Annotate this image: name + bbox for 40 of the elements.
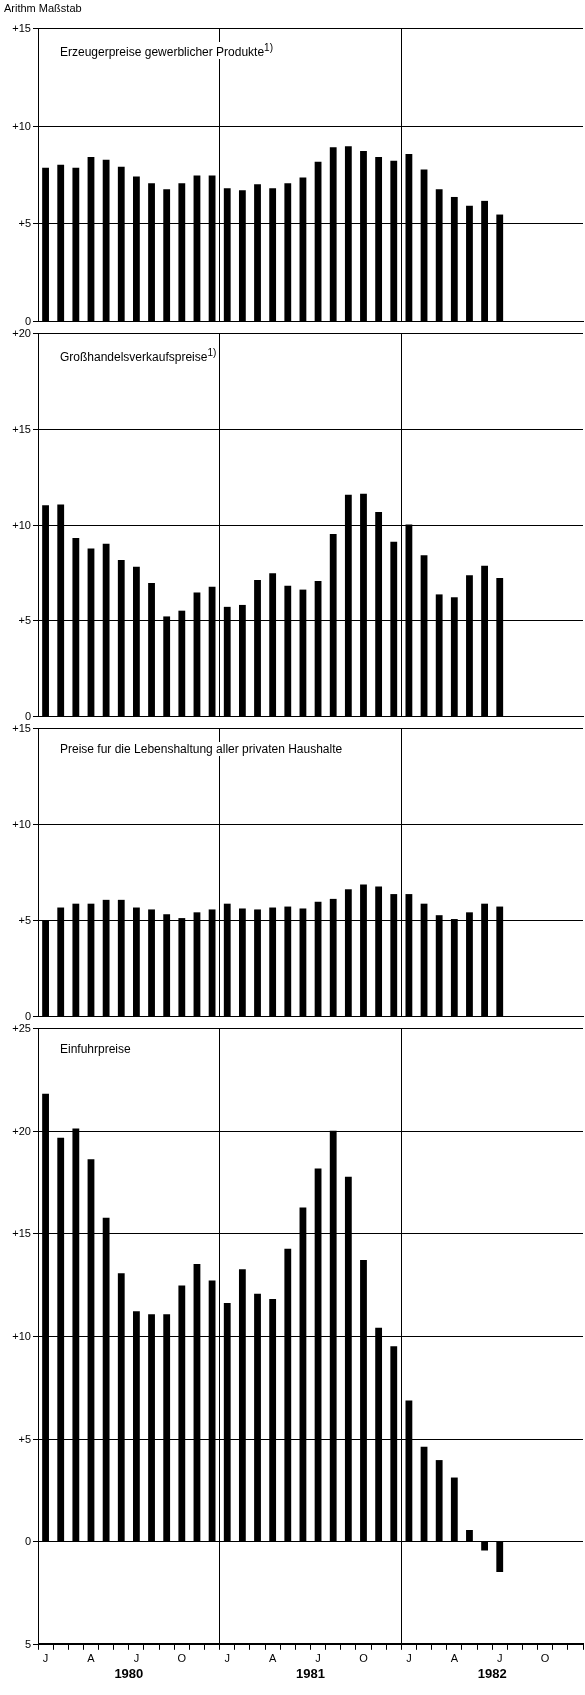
text: Großhandelsverkaufspreise$^{1)}$ (58, 347, 219, 364)
y-tick-label: +5 (18, 216, 31, 229)
y-tick-label: 0 (24, 314, 31, 327)
y-tick-label: +25 (12, 1021, 31, 1034)
y-tick-label: +15 (12, 21, 31, 34)
text: Preise fur die Lebenshaltung aller privaten Haushalte (58, 742, 345, 756)
text: 1980 (114, 1665, 144, 1681)
y-tick-label: +5 (18, 613, 31, 626)
y-tick-label: 5 (24, 1637, 31, 1650)
y-tick-label: +15 (12, 422, 31, 435)
y-tick-label: +20 (12, 326, 31, 339)
x-tick-label: A (450, 1652, 459, 1665)
x-tick-label: J (224, 1652, 230, 1665)
text: Einfuhrpreise (58, 1042, 133, 1056)
y-axis-title: Arithm Maßstab (4, 2, 82, 14)
x-tick-label: J (133, 1652, 140, 1665)
x-tick-label: A (268, 1652, 277, 1665)
y-tick-label: +5 (18, 913, 31, 926)
x-tick-label: J (315, 1652, 321, 1665)
y-tick-label: 0 (24, 709, 31, 722)
y-tick-label: +15 (12, 1226, 31, 1239)
y-tick-label: +20 (12, 1124, 31, 1137)
y-tick-label: +10 (12, 817, 31, 830)
y-tick-label: 0 (24, 1009, 31, 1022)
y-tick-label: +10 (12, 119, 31, 132)
text: Erzeugerpreise gewerblicher Produkte$^{1)}$ (58, 42, 276, 59)
y-tick-label: +15 (12, 721, 31, 734)
x-tick-label: O (359, 1652, 369, 1665)
y-tick-label: 0 (24, 1534, 31, 1547)
x-tick-label: J (42, 1652, 49, 1665)
x-tick-label: J (406, 1652, 412, 1665)
y-tick-label: +10 (12, 518, 31, 531)
x-tick-label: J (496, 1652, 503, 1665)
x-tick-label: A (87, 1652, 96, 1665)
y-tick-label: +10 (12, 1329, 31, 1342)
x-tick-label: O (177, 1652, 187, 1665)
x-tick-label: O (540, 1652, 550, 1665)
y-tick-label: +5 (18, 1432, 31, 1445)
text: 1981 (296, 1665, 325, 1681)
text: 1982 (477, 1665, 507, 1681)
